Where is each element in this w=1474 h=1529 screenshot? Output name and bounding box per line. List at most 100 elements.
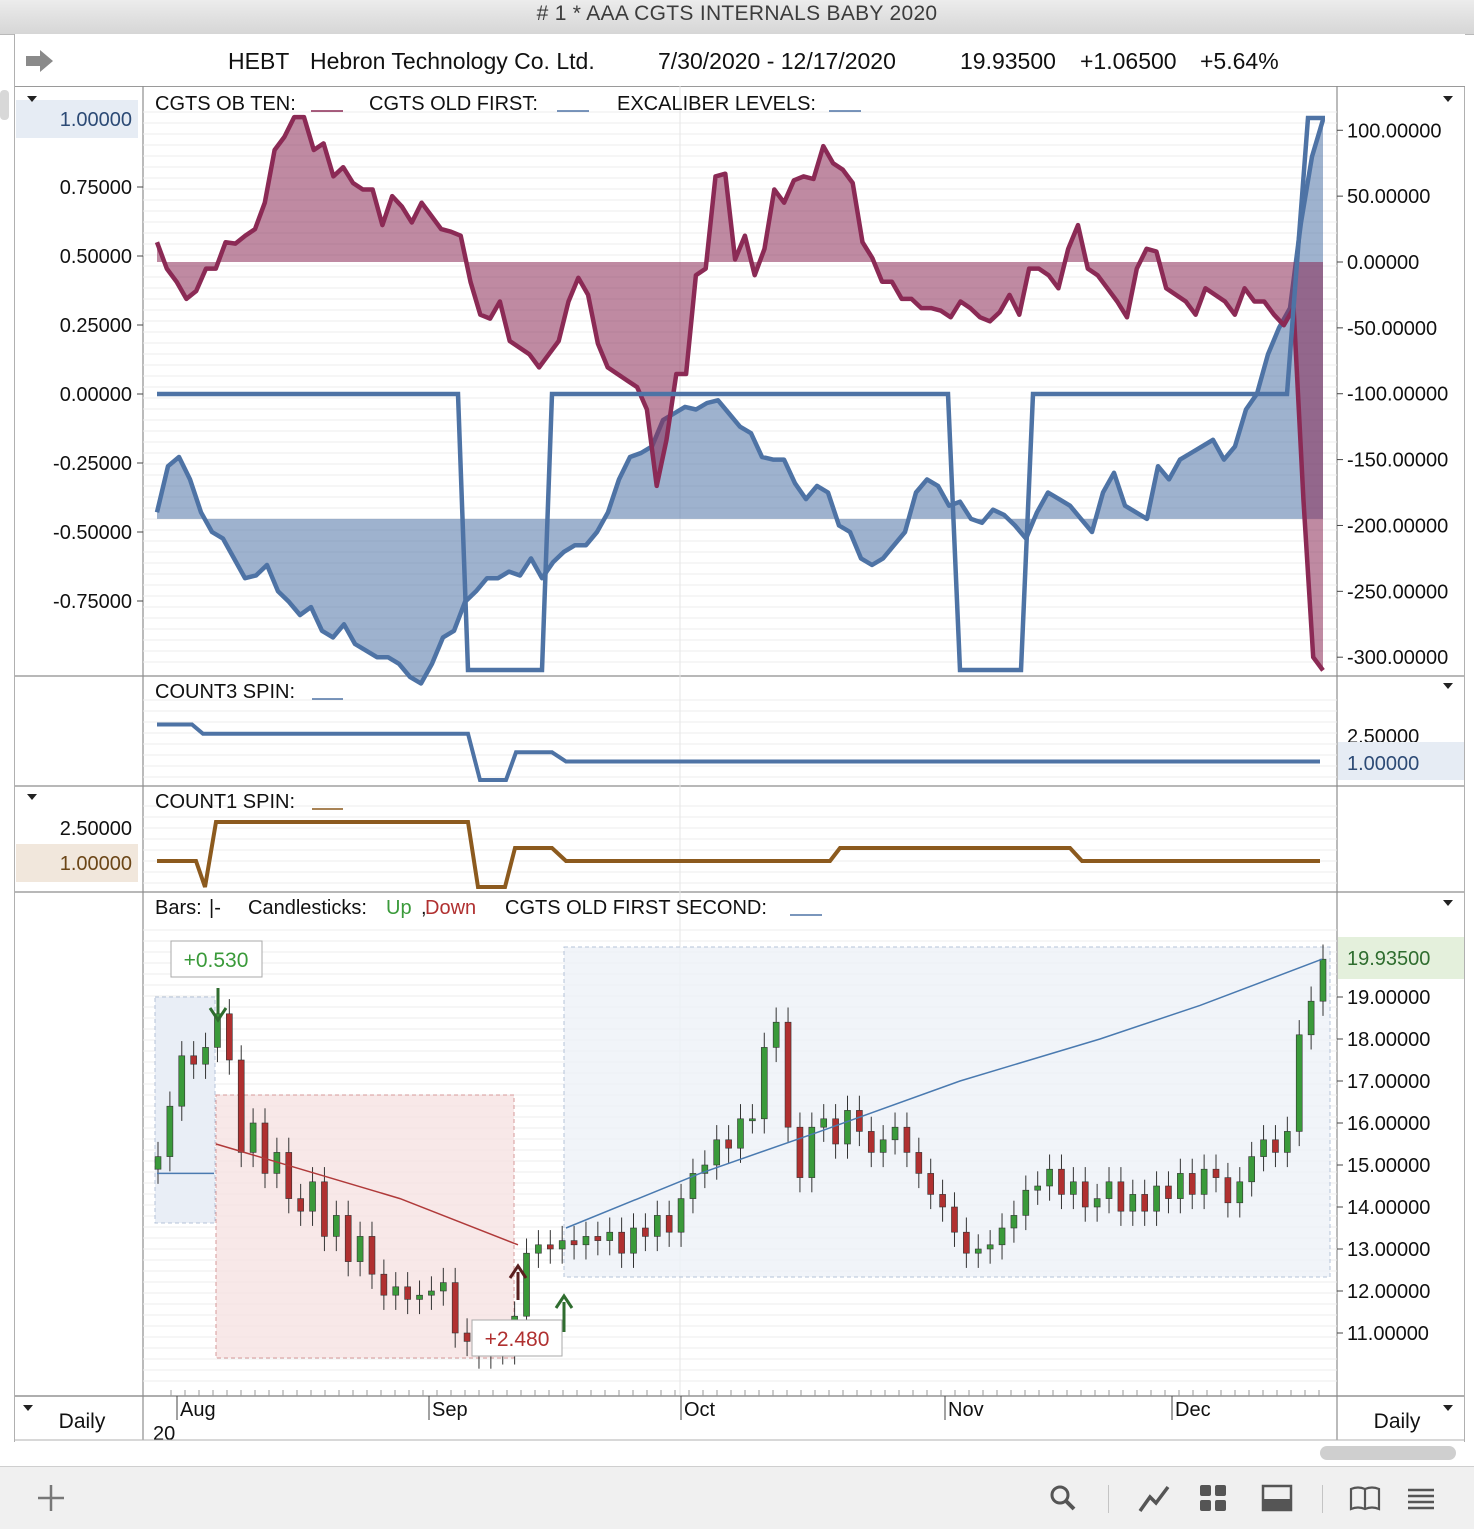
legend-p1-0: CGTS OB TEN: [155, 93, 296, 115]
candle-body [1105, 1181, 1113, 1199]
candle-body [1058, 1168, 1065, 1195]
line-chart-icon[interactable] [1136, 1479, 1174, 1517]
header-change-pct: +5.64% [1200, 48, 1279, 74]
up-arrow-icon [554, 1293, 574, 1332]
candle-body [844, 1110, 851, 1145]
candle-body [1129, 1194, 1137, 1212]
candle-body [998, 1227, 1006, 1246]
candle-body [737, 1118, 744, 1149]
p1-right-tick: -250.00000 [1347, 581, 1448, 603]
interval-menu-icon [23, 1405, 33, 1411]
candle-body [1081, 1181, 1089, 1208]
grid-icon[interactable] [1194, 1479, 1232, 1517]
p1-left-current: 1.00000 [60, 109, 132, 131]
candle-body [867, 1131, 875, 1153]
p1-right-tick: -50.00000 [1347, 318, 1437, 340]
header-last: 19.93500 [960, 48, 1056, 74]
p1-left-tick: -0.50000 [53, 522, 132, 544]
menu-icon[interactable] [1402, 1479, 1440, 1517]
p1-right-tick: 100.00000 [1347, 120, 1442, 142]
candle-body [344, 1215, 352, 1262]
interval-right: Daily [1374, 1410, 1421, 1433]
candle-body [772, 1021, 780, 1048]
candle-body [190, 1055, 197, 1065]
candle-body [1284, 1131, 1291, 1153]
legend-p1-2: EXCALIBER LEVELS: [617, 93, 816, 115]
candle-body [879, 1139, 887, 1153]
x-month-label: Sep [432, 1399, 468, 1421]
candle-body [321, 1181, 328, 1237]
x-month-label: Oct [684, 1399, 716, 1421]
cgts-old-first-line [157, 115, 1325, 673]
layout-panel-icon[interactable] [1258, 1479, 1296, 1517]
p1-left-tick: -0.75000 [53, 591, 132, 613]
excaliber-levels-area [157, 119, 1323, 684]
candle-body [606, 1231, 614, 1241]
candle-body [392, 1286, 400, 1296]
p4-right-tick: 15.00000 [1347, 1155, 1430, 1177]
candle-body [237, 1059, 245, 1153]
candle-body [202, 1047, 209, 1065]
p3-left-current-bg [16, 844, 138, 882]
header-company: Hebron Technology Co. Ltd. [310, 48, 595, 74]
candle-body [451, 1282, 459, 1334]
p4-right-tick: 16.00000 [1347, 1113, 1430, 1135]
candle-body [642, 1227, 649, 1237]
candle-body [1307, 1000, 1315, 1036]
candle-body [760, 1047, 768, 1120]
p4-right-tick: 13.00000 [1347, 1239, 1430, 1261]
p3-left-current: 1.00000 [60, 853, 132, 875]
p1-right-tick: -200.00000 [1347, 515, 1448, 537]
p1-left-tick: 0.25000 [60, 315, 132, 337]
legend-sep: , [421, 897, 427, 919]
annotation-box [170, 940, 263, 978]
candle-body [1188, 1173, 1196, 1195]
candle-body [1046, 1168, 1053, 1187]
add-icon[interactable] [32, 1479, 70, 1517]
candle-body [630, 1227, 637, 1254]
chart-canvas[interactable]: CGTS OB TEN: CGTS OLD FIRST: EXCALIBER LEV… [0, 0, 1474, 1466]
legend-count1: COUNT1 SPIN: [155, 791, 295, 813]
legend-p1-1: CGTS OLD FIRST: [369, 93, 538, 115]
candle-body [974, 1248, 982, 1254]
candle-body [440, 1282, 447, 1292]
candle-body [546, 1244, 554, 1250]
window-titlebar: # 1 * AAA CGTS INTERNALS BABY 2020 [0, 0, 1474, 35]
candle-body [582, 1236, 590, 1246]
candle-body [154, 1156, 162, 1170]
quote-header: HEBT Hebron Technology Co. Ltd. 7/30/202… [15, 34, 1465, 87]
forward-arrow-icon[interactable] [23, 48, 57, 74]
candle-body [939, 1194, 946, 1208]
legend-study: CGTS OLD FIRST SECOND: [505, 897, 767, 919]
p1-right-tick: -300.00000 [1347, 647, 1448, 669]
candle-body [368, 1236, 376, 1275]
candle-body [951, 1206, 958, 1233]
cgts-ob-ten-area [157, 117, 1323, 671]
search-icon[interactable] [1044, 1479, 1082, 1517]
p1-left-tick: 0.00000 [60, 384, 132, 406]
candle-body [416, 1294, 423, 1300]
p1-left-tick: 0.75000 [60, 177, 132, 199]
annotation-bottom: +2.480 [485, 1328, 550, 1351]
interval-menu-icon [1443, 1405, 1453, 1411]
horizontal-scroll-thumb[interactable] [1320, 1446, 1456, 1460]
blue-range-box [154, 996, 216, 1224]
candle-body [1070, 1181, 1077, 1195]
candle-body [428, 1290, 435, 1296]
candle-body [535, 1244, 542, 1254]
candle-body [1212, 1168, 1220, 1178]
candle-body [725, 1139, 732, 1149]
legend-up: Up [386, 897, 412, 919]
candle-body [523, 1252, 530, 1317]
legend-bars: Bars: [155, 897, 202, 919]
book-icon[interactable] [1346, 1479, 1384, 1517]
candle-body [309, 1181, 316, 1212]
left-scroll-thumb[interactable] [0, 90, 9, 120]
candle-body [1224, 1177, 1232, 1204]
window-title: # 1 * AAA CGTS INTERNALS BABY 2020 [536, 2, 938, 25]
p1-right-tick: -100.00000 [1347, 384, 1448, 406]
candle-body [808, 1126, 816, 1178]
candle-body [891, 1126, 899, 1141]
candle-body [784, 1021, 792, 1128]
p3-left-tick: 2.50000 [60, 818, 132, 840]
